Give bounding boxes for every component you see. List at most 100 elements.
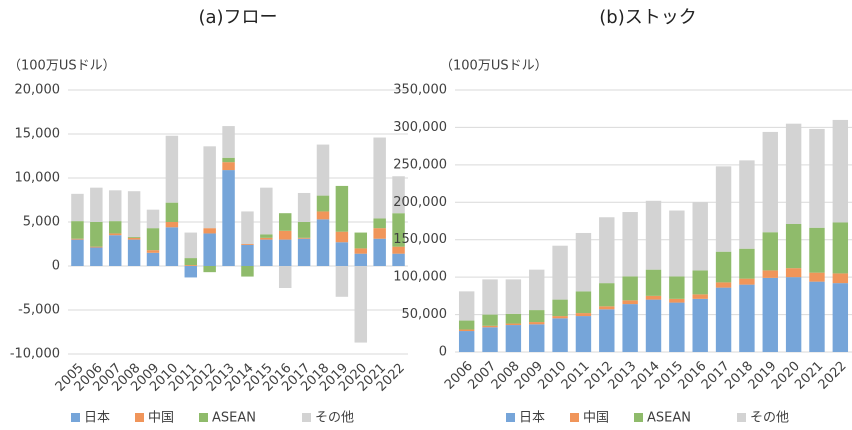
- bar: [739, 278, 755, 285]
- bar: [832, 222, 849, 274]
- bar: [354, 248, 368, 254]
- bar: [127, 239, 141, 266]
- bar: [692, 294, 708, 299]
- bar: [552, 316, 568, 319]
- bar: [762, 277, 778, 352]
- bar: [505, 313, 522, 324]
- bar: [146, 209, 160, 229]
- bar: [715, 287, 732, 352]
- bar: [529, 310, 545, 323]
- bar: [241, 211, 254, 244]
- bar: [127, 191, 141, 237]
- bar: [184, 232, 198, 259]
- bar: [297, 237, 311, 239]
- bar: [809, 128, 825, 228]
- bar: [809, 227, 825, 273]
- bar: [146, 228, 160, 251]
- bar: [222, 157, 235, 163]
- y-axis-label: （100万USドル）: [440, 59, 548, 74]
- bar: [482, 325, 498, 328]
- bar: [108, 235, 122, 266]
- bar: [90, 187, 103, 222]
- bar: [622, 304, 638, 352]
- bar: [505, 279, 522, 314]
- legend-swatch: [71, 413, 80, 422]
- bar: [316, 144, 330, 196]
- y-tick-label: 15,000: [15, 127, 61, 142]
- bar: [482, 314, 498, 326]
- bar: [203, 228, 216, 234]
- y-tick-label: 0: [52, 259, 60, 274]
- bar: [785, 268, 802, 278]
- bar: [71, 221, 84, 239]
- bar: [278, 239, 292, 266]
- bar: [335, 266, 349, 297]
- bar: [739, 160, 755, 249]
- y-tick-label: 0: [439, 345, 447, 360]
- bar: [316, 211, 330, 220]
- bar: [599, 309, 615, 352]
- bar: [373, 228, 386, 239]
- bar: [552, 245, 568, 300]
- bar: [278, 230, 292, 240]
- legend-swatch: [737, 413, 746, 422]
- bar: [297, 192, 311, 222]
- bar: [184, 266, 198, 278]
- bar: [335, 242, 349, 266]
- legend-swatch: [135, 413, 144, 422]
- legend-label: 中国: [583, 411, 609, 426]
- bar: [373, 137, 386, 219]
- bar: [692, 298, 708, 352]
- bar: [90, 247, 103, 266]
- bar: [529, 269, 545, 311]
- bar: [622, 276, 638, 301]
- bar: [354, 253, 368, 266]
- bar: [785, 277, 802, 352]
- bar: [108, 190, 122, 222]
- bar: [599, 306, 615, 310]
- legend-label: その他: [315, 411, 354, 426]
- bar: [203, 146, 216, 229]
- bar: [645, 200, 662, 270]
- bar: [458, 329, 475, 332]
- y-tick-label: 20,000: [15, 83, 61, 98]
- bar: [297, 222, 311, 238]
- bar: [203, 233, 216, 266]
- y-tick-label: 5,000: [23, 215, 60, 230]
- bar: [90, 246, 103, 248]
- y-tick-label: 100,000: [393, 270, 447, 285]
- bar: [184, 258, 198, 266]
- bar: [146, 250, 160, 253]
- bar: [669, 210, 685, 277]
- bar: [482, 279, 498, 315]
- legend-label: 中国: [148, 411, 174, 426]
- bar: [241, 244, 254, 266]
- bar: [832, 119, 849, 223]
- legend-label: ASEAN: [212, 411, 256, 426]
- bar: [529, 322, 545, 325]
- bar: [458, 291, 475, 321]
- bar: [599, 283, 615, 307]
- bar: [222, 170, 235, 266]
- bar: [127, 236, 141, 238]
- bar: [645, 269, 662, 296]
- bar: [297, 238, 311, 266]
- bar: [552, 299, 568, 317]
- bar: [762, 232, 778, 271]
- bar: [809, 272, 825, 282]
- bar: [809, 281, 825, 352]
- y-tick-label: 150,000: [393, 232, 447, 247]
- bar: [278, 213, 292, 231]
- bar: [692, 202, 708, 271]
- bar: [622, 300, 638, 305]
- y-tick-label: 350,000: [393, 83, 447, 98]
- bar: [458, 331, 475, 352]
- legend-swatch: [570, 413, 579, 422]
- bar: [762, 131, 778, 233]
- bar: [715, 282, 732, 288]
- bar: [90, 222, 103, 247]
- bar: [71, 193, 84, 222]
- bar: [392, 253, 405, 266]
- bar: [127, 237, 141, 240]
- y-tick-label: -5,000: [18, 303, 60, 318]
